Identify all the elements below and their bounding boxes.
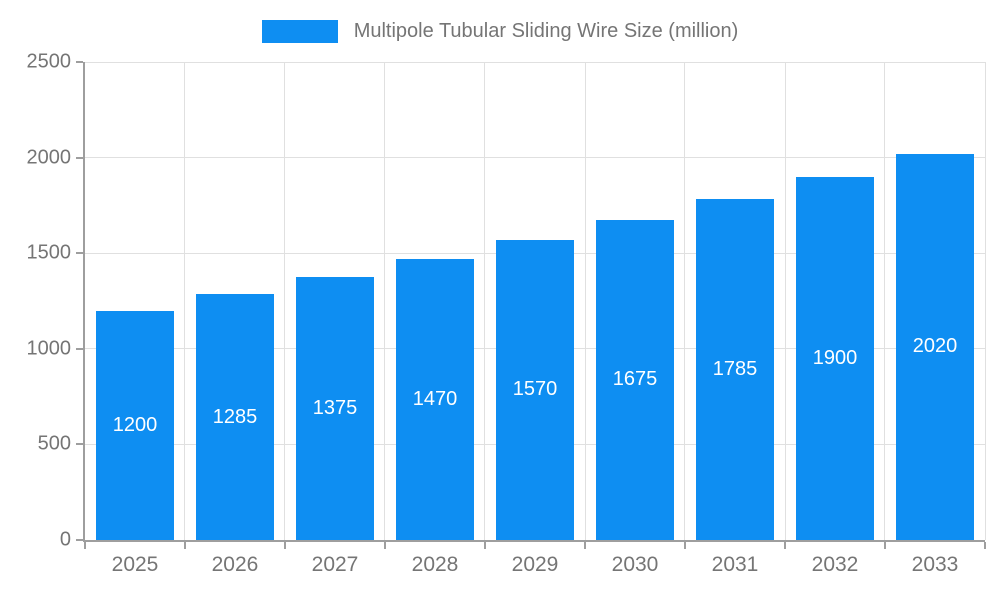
- plot-area: 0 500 1000 1500 2000 2500 1200 2025 1285 2026 1375…: [27, 51, 986, 576]
- gridline-vertical: [884, 62, 886, 540]
- x-axis-tick: [984, 542, 986, 549]
- x-axis-tick: [883, 542, 886, 549]
- y-axis-tick: [76, 539, 83, 541]
- x-axis-label: 2029: [511, 553, 559, 576]
- x-axis-label: 2030: [611, 553, 659, 576]
- y-axis-tick: [76, 61, 83, 63]
- gridline-vertical: [184, 62, 186, 540]
- bar[interactable]: 1675: [596, 219, 674, 540]
- bar[interactable]: 1375: [296, 277, 374, 540]
- gridline-horizontal: [85, 61, 985, 63]
- x-axis-tick: [84, 542, 86, 549]
- x-axis-label: 2031: [711, 553, 759, 576]
- bar-value-label: 1375: [312, 397, 358, 420]
- bar[interactable]: 1570: [496, 239, 574, 540]
- y-axis-label: 2000: [26, 146, 72, 169]
- x-axis-label: 2027: [311, 553, 359, 576]
- x-axis-label: 2028: [411, 553, 459, 576]
- y-axis-tick: [76, 443, 83, 446]
- bar-value-label: 1470: [412, 387, 458, 410]
- bar-value-label: 1285: [212, 405, 258, 428]
- x-axis-tick: [483, 542, 486, 549]
- chart-title: Multipole Tubular Sliding Wire Size (mil…: [353, 19, 739, 42]
- bar-value-label: 1570: [512, 378, 558, 401]
- gridline-vertical: [284, 62, 286, 540]
- bar[interactable]: 1470: [396, 258, 474, 540]
- x-axis-tick: [183, 542, 186, 549]
- x-axis-line: [83, 540, 985, 542]
- y-axis-tick: [76, 347, 83, 350]
- x-axis-label: 2025: [111, 553, 159, 576]
- bar-value-label: 1785: [712, 357, 758, 380]
- gridline-vertical: [384, 62, 386, 540]
- x-axis-tick: [283, 542, 286, 549]
- x-axis-tick: [683, 542, 686, 549]
- bar-value-label: 1675: [612, 368, 658, 391]
- y-axis-tick: [76, 252, 83, 255]
- x-axis-label: 2033: [911, 553, 959, 576]
- gridline-vertical: [984, 62, 986, 540]
- gridline-horizontal: [85, 157, 985, 159]
- bar[interactable]: 1785: [695, 198, 774, 540]
- y-axis-label: 1500: [26, 241, 72, 264]
- y-axis-line: [83, 62, 85, 542]
- x-axis-label: 2026: [211, 553, 259, 576]
- y-axis-label: 1000: [26, 337, 72, 360]
- x-axis-label: 2032: [811, 553, 859, 576]
- x-axis-tick: [383, 542, 386, 549]
- bar[interactable]: 1900: [796, 176, 874, 540]
- gridline-vertical: [484, 62, 486, 540]
- bar-value-label: 2020: [912, 335, 958, 358]
- gridline-vertical: [684, 62, 686, 540]
- x-axis-tick: [784, 542, 786, 549]
- x-axis-tick: [584, 542, 586, 549]
- gridline-vertical: [784, 62, 786, 540]
- legend-swatch: [261, 19, 338, 43]
- chart-legend[interactable]: Multipole Tubular Sliding Wire Size (mil…: [0, 16, 1000, 46]
- y-axis-label: 2500: [26, 50, 72, 73]
- y-axis-label: 500: [37, 432, 71, 455]
- bar[interactable]: 1200: [96, 310, 174, 540]
- y-axis-label: 0: [59, 528, 71, 551]
- bar-value-label: 1200: [112, 413, 158, 436]
- gridline-vertical: [584, 62, 586, 540]
- bar[interactable]: 2020: [896, 153, 974, 540]
- bar[interactable]: 1285: [196, 294, 274, 540]
- bar-value-label: 1900: [812, 346, 858, 369]
- y-axis-tick: [76, 156, 83, 159]
